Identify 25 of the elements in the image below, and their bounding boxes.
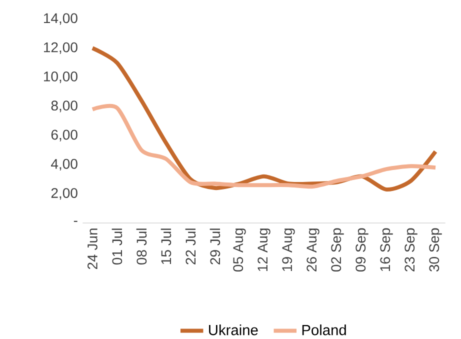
y-tick-label: 12,00	[44, 42, 78, 54]
x-tick-label: 12 Aug	[258, 228, 270, 272]
y-tick-label: 10,00	[44, 72, 78, 84]
x-tick-label: 26 Aug	[306, 228, 320, 272]
x-tick-label: 29 Jul	[210, 228, 220, 264]
x-tick-label: 09 Sep	[356, 228, 368, 272]
x-tick-label: 05 Aug	[233, 228, 246, 272]
x-tick-label: 15 Jul	[160, 228, 172, 264]
x-tick-label: 08 Jul	[136, 228, 147, 265]
y-tick-label: 14,00	[44, 13, 78, 25]
y-tick-label: -	[74, 220, 78, 222]
legend-label: Ukraine	[209, 324, 258, 336]
x-tick-label: 16 Sep	[380, 228, 393, 272]
x-tick-label: 19 Aug	[282, 228, 295, 272]
x-tick-label: 23 Sep	[404, 228, 418, 272]
x-tick-label: 24 Jun	[88, 228, 98, 270]
x-tick-label: 02 Sep	[331, 228, 344, 272]
x-tick-label: 22 Jul	[185, 228, 196, 264]
y-tick-label: 6,00	[51, 130, 78, 142]
y-tick-label: 2,00	[51, 188, 78, 200]
y-tick-label: 4,00	[51, 158, 78, 170]
x-tick-label: 01 Jul	[112, 228, 122, 265]
legend-label: Poland	[302, 324, 346, 336]
y-tick-label: 8,00	[51, 100, 78, 112]
x-tick-label: 30 Sep	[429, 228, 442, 272]
